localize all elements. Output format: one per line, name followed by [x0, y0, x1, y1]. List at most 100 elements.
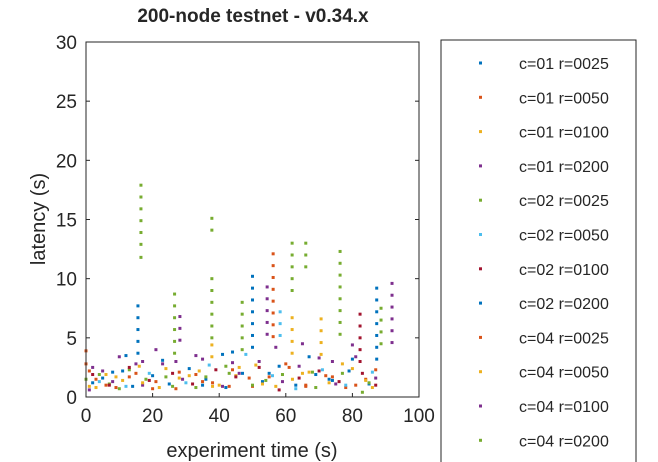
legend-label: c=02 r=0100 — [519, 262, 609, 279]
data-point — [251, 298, 254, 302]
data-point — [87, 369, 91, 373]
data-point — [117, 387, 121, 391]
data-point — [204, 377, 208, 381]
data-point — [251, 310, 254, 314]
data-point — [337, 380, 341, 384]
data-point — [234, 375, 238, 379]
data-point — [367, 381, 371, 385]
data-point — [319, 317, 323, 321]
data-point — [178, 326, 182, 330]
data-point — [147, 371, 151, 375]
y-tick-label: 20 — [56, 151, 77, 172]
legend-entry: c=01 r=0025 — [479, 56, 609, 73]
data-point — [201, 383, 205, 387]
series-c-02-r-0200 — [101, 274, 379, 387]
data-point — [251, 322, 254, 326]
data-point — [201, 357, 205, 361]
data-point — [290, 339, 294, 343]
data-point — [161, 358, 165, 362]
data-point — [290, 351, 294, 355]
data-point — [117, 355, 121, 359]
data-point — [300, 342, 304, 346]
data-point — [241, 371, 245, 375]
data-point — [97, 380, 101, 384]
data-point — [375, 333, 379, 337]
data-point — [390, 305, 394, 309]
data-point — [157, 386, 161, 390]
data-point — [370, 370, 374, 374]
series-c-04-r-0025 — [87, 252, 378, 391]
data-point — [374, 376, 378, 380]
data-point — [304, 265, 308, 269]
legend-entry: c=02 r=0050 — [479, 228, 609, 245]
data-point — [210, 300, 214, 304]
data-point — [265, 309, 269, 313]
x-tick-label: 80 — [342, 406, 363, 427]
data-point — [144, 377, 148, 381]
x-tick-label: 60 — [275, 406, 296, 427]
data-point — [319, 352, 323, 356]
data-point — [114, 375, 118, 379]
data-point — [244, 352, 248, 356]
data-point — [284, 362, 288, 366]
data-point — [390, 293, 394, 297]
data-point — [300, 371, 304, 375]
data-point — [330, 375, 334, 379]
data-point — [271, 311, 275, 315]
data-point — [317, 369, 321, 373]
data-point — [290, 328, 294, 332]
data-point — [173, 328, 177, 332]
data-point — [127, 365, 131, 369]
x-tick-label: 0 — [81, 406, 92, 427]
data-point — [210, 324, 214, 328]
data-point — [304, 253, 308, 257]
data-point — [358, 336, 362, 340]
data-point — [101, 369, 105, 373]
legend-label: c=01 r=0050 — [519, 90, 609, 107]
data-point — [240, 336, 244, 340]
data-point — [210, 355, 214, 359]
data-point — [139, 195, 143, 199]
data-point — [171, 371, 175, 375]
data-point — [174, 360, 178, 363]
legend-marker — [479, 61, 482, 65]
data-point — [131, 384, 135, 388]
data-point — [104, 383, 108, 387]
data-point — [347, 369, 351, 373]
data-point — [127, 368, 131, 372]
data-point — [338, 273, 342, 277]
data-point — [290, 377, 294, 381]
data-point — [210, 336, 214, 340]
data-point — [338, 320, 342, 324]
data-point — [390, 317, 394, 321]
data-point — [338, 309, 342, 313]
data-point — [260, 382, 264, 386]
legend-label: c=02 r=0025 — [519, 193, 609, 210]
data-point — [161, 362, 165, 366]
data-point — [187, 374, 191, 378]
data-point — [274, 345, 278, 349]
data-point — [270, 374, 274, 378]
data-point — [171, 384, 175, 388]
data-point — [197, 369, 201, 373]
data-point — [254, 363, 258, 367]
data-point — [379, 342, 383, 346]
data-point — [107, 383, 111, 387]
y-tick-label: 25 — [56, 92, 77, 113]
data-point — [247, 376, 251, 380]
plot-area-box — [85, 41, 420, 398]
data-point — [294, 387, 298, 391]
data-point — [187, 367, 191, 371]
data-point — [360, 371, 364, 375]
data-point — [201, 380, 205, 384]
series-c-01-r-0100 — [87, 343, 374, 390]
data-point — [265, 285, 269, 289]
data-point — [271, 264, 275, 268]
data-point — [251, 286, 254, 290]
data-point — [338, 261, 342, 265]
data-point — [237, 371, 241, 375]
data-point — [358, 360, 362, 363]
y-axis: 0 5 10 15 20 25 30 — [56, 33, 419, 409]
plot-marks — [84, 183, 394, 394]
data-point — [290, 253, 294, 257]
